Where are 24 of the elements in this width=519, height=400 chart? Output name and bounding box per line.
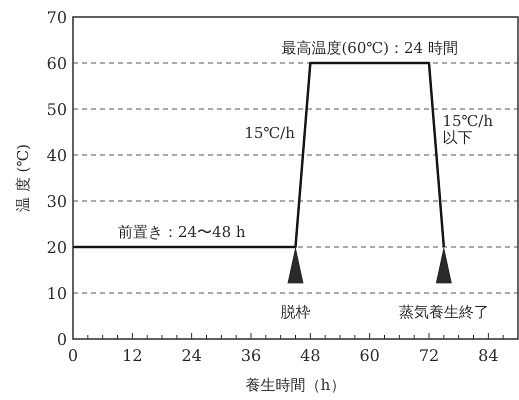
y-tick-label: 40 xyxy=(46,146,67,165)
y-tick-label: 20 xyxy=(46,238,67,257)
x-tick-label: 60 xyxy=(359,346,380,365)
x-tick-label: 36 xyxy=(240,346,262,365)
y-tick-label: 0 xyxy=(56,330,67,349)
x-axis-title: 養生時間（h） xyxy=(246,376,346,394)
x-tick-label: 12 xyxy=(122,346,143,365)
y-tick-label: 30 xyxy=(46,192,67,211)
annotation: 最高温度(60℃)：24 時間 xyxy=(281,39,458,57)
x-tick-label: 72 xyxy=(418,346,440,365)
x-tick-label: 84 xyxy=(478,346,499,365)
x-tick-label: 0 xyxy=(68,346,78,365)
y-tick-label: 50 xyxy=(46,100,67,119)
annotation: 前置き：24〜48 h xyxy=(118,223,246,241)
annotation: 15℃/h 以下 xyxy=(442,112,494,146)
annotation: 脱枠 xyxy=(280,302,310,321)
x-tick-label: 48 xyxy=(300,346,321,365)
y-tick-label: 70 xyxy=(46,8,67,27)
y-tick-label: 10 xyxy=(46,284,67,303)
annotation: 蒸気養生終了 xyxy=(398,302,489,321)
y-tick-label: 60 xyxy=(46,54,67,73)
x-tick-label: 24 xyxy=(181,346,202,365)
annotation: 15℃/h xyxy=(244,124,296,142)
y-axis-title: 温 度 (℃) xyxy=(14,144,32,212)
